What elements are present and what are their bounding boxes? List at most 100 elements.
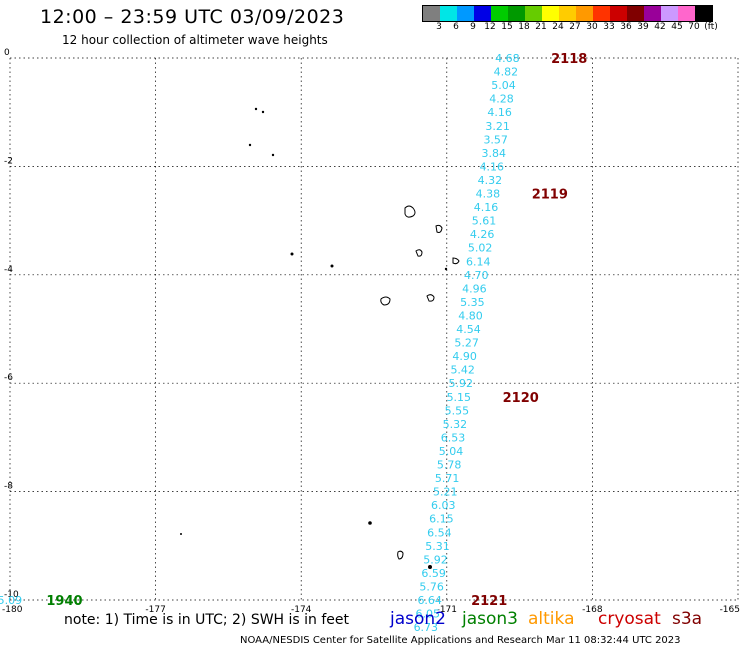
colorbar-swatch (474, 6, 491, 21)
jason2-swh-value: 5.42 (450, 364, 475, 377)
colorbar-swatch (678, 6, 695, 21)
colorbar-swatch (559, 6, 576, 21)
island-dot (180, 533, 182, 535)
colorbar-swatch (525, 6, 542, 21)
jason2-swh-value: 4.54 (456, 323, 481, 336)
satellite-legend-altika: altika (528, 609, 575, 629)
colorbar-swatch (491, 6, 508, 21)
jason2-swh-value: 5.31 (425, 540, 450, 553)
jason2-swh-value: 4.68 (495, 52, 520, 65)
jason2-swh-value: 5.27 (454, 337, 479, 350)
colorbar-label: 45 (671, 22, 683, 32)
colorbar-swatch (695, 6, 712, 21)
jason2-swh-value: 4.16 (474, 201, 499, 214)
colorbar-swatch (610, 6, 627, 21)
colorbar-label: 12 (484, 22, 496, 32)
jason2-swh-value: 5.15 (447, 391, 472, 404)
island-dot (248, 143, 252, 147)
y-tick-label: -2 (4, 156, 13, 166)
colorbar-swatch (457, 6, 474, 21)
satellite-legend-jason3: jason3 (462, 609, 518, 629)
island-dot (261, 110, 265, 114)
satellite-legend-s3a: s3a (672, 609, 703, 629)
jason2-swh-value: 6.14 (466, 255, 491, 268)
jason2-swh-value: 5.04 (491, 79, 516, 92)
colorbar-label: 6 (453, 22, 459, 32)
colorbar-label: 70 (688, 22, 700, 32)
jason2-swh-value: 6.05 (416, 608, 441, 621)
jason2-swh-value: 6.15 (429, 513, 454, 526)
colorbar (422, 5, 713, 22)
y-tick-label: -10 (4, 590, 19, 600)
pass-time-label: 2121 (471, 594, 507, 609)
island-outline (415, 249, 423, 257)
jason2-swh-value: 4.26 (470, 228, 495, 241)
x-tick-label: -165 (720, 605, 740, 615)
jason2-swh-value: 5.61 (472, 215, 497, 228)
colorbar-label: 39 (637, 22, 649, 32)
y-tick-label: -4 (4, 265, 13, 275)
y-tick-label: -6 (4, 373, 13, 383)
island-dot (330, 264, 334, 268)
colorbar-swatch (661, 6, 678, 21)
colorbar-label: 30 (586, 22, 598, 32)
colorbar-swatch (644, 6, 661, 21)
jason2-swh-value: 4.32 (478, 174, 503, 187)
colorbar-label: 36 (620, 22, 632, 32)
jason2-swh-value: 4.96 (462, 282, 487, 295)
island-dot (271, 153, 275, 157)
island-dot (290, 252, 294, 256)
jason2-swh-value: 4.70 (464, 269, 489, 282)
jason2-swh-value: 6.54 (427, 526, 452, 539)
jason2-swh-value: 6.03 (431, 499, 456, 512)
island-dot (254, 107, 258, 111)
jason2-swh-value: 4.90 (452, 350, 477, 363)
jason2-swh-value: 4.16 (487, 106, 512, 119)
jason2-swh-value: 5.78 (437, 459, 462, 472)
jason2-swh-value: 5.32 (443, 418, 468, 431)
jason2-swh-value: 5.35 (460, 296, 485, 309)
jason2-swh-value: 6.64 (417, 594, 442, 607)
pass-time-label: 2120 (503, 391, 539, 406)
pass-time-label: 1940 (46, 594, 82, 609)
island-dot (444, 267, 448, 271)
colorbar-label: 3 (436, 22, 442, 32)
jason2-swh-value: 3.21 (485, 120, 510, 133)
jason2-swh-value: 5.04 (439, 445, 464, 458)
pass-time-labels: 2118 2119 2120 2121 1940 (46, 52, 587, 609)
island-outline (404, 205, 416, 218)
jason2-swh-value: 5.02 (468, 242, 493, 255)
x-tick-label: -180 (2, 605, 23, 615)
map-grid: -180 -177 -174 -171 -168 -165 0 -2 -4 -6 -8 -10 (2, 48, 740, 615)
jason3-swh-value: 5.09 (0, 594, 22, 607)
jason2-swh-value: 4.80 (458, 309, 483, 322)
colorbar-label: 9 (470, 22, 476, 32)
x-tick-label: -174 (291, 605, 312, 615)
jason2-swh-value: 6.73 (414, 621, 439, 634)
colorbar-label: 21 (535, 22, 547, 32)
jason2-swh-value: 5.76 (419, 580, 444, 593)
swh-points: 4.684.825.044.284.163.213.573.844.164.32… (0, 52, 520, 634)
jason2-swh-value: 5.55 (445, 404, 470, 417)
colorbar-swatch (508, 6, 525, 21)
colorbar-label: 18 (518, 22, 530, 32)
x-tick-label: -168 (582, 605, 603, 615)
map-title: 12:00 – 23:59 UTC 03/09/2023 (40, 6, 345, 28)
colorbar-label: 24 (552, 22, 564, 32)
colorbar-label: 27 (569, 22, 581, 32)
jason2-swh-value: 6.53 (441, 431, 466, 444)
source-credit: NOAA/NESDIS Center for Satellite Applica… (240, 635, 681, 646)
jason2-swh-value: 3.57 (483, 133, 508, 146)
colorbar-label: 15 (501, 22, 513, 32)
island-dot (368, 521, 372, 525)
island-outline (397, 550, 404, 560)
colorbar-swatch (627, 6, 644, 21)
satellite-legend-jason2: jason2 (390, 609, 446, 629)
y-tick-label: 0 (4, 48, 10, 58)
satellite-legend-cryosat: cryosat (598, 609, 661, 629)
colorbar-swatch (542, 6, 559, 21)
x-tick-label: -171 (437, 605, 457, 615)
island-outline (452, 257, 460, 265)
